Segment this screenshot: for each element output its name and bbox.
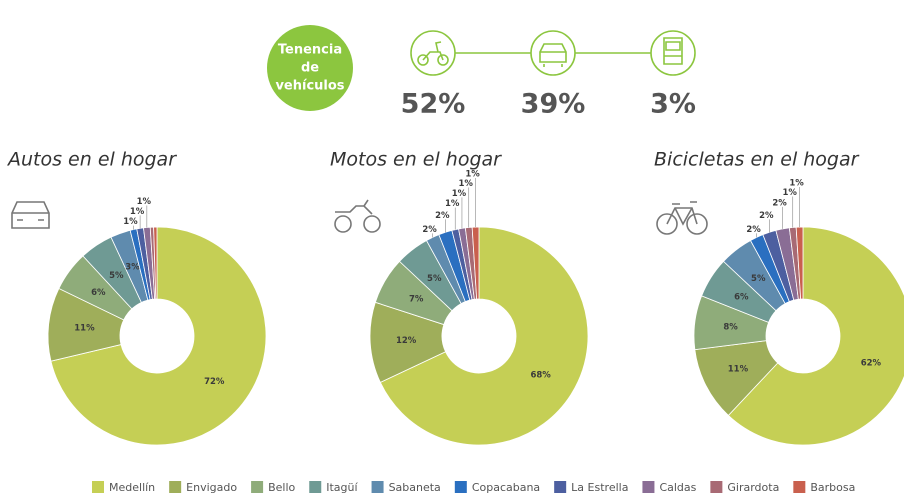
data-label: 72% bbox=[204, 377, 225, 387]
header-title: de bbox=[301, 61, 319, 76]
data-label: 62% bbox=[861, 358, 882, 368]
slice bbox=[795, 226, 804, 300]
data-label: 6% bbox=[734, 292, 749, 302]
data-label: 1% bbox=[459, 179, 474, 189]
legend-swatch bbox=[309, 481, 322, 493]
data-label: 1% bbox=[445, 199, 460, 209]
legend-swatch bbox=[169, 481, 182, 493]
legend-swatch bbox=[251, 481, 264, 493]
slice bbox=[153, 226, 158, 300]
data-label: 12% bbox=[396, 336, 417, 346]
bike-icon bbox=[656, 201, 708, 235]
header-title: vehículos bbox=[275, 79, 344, 94]
data-label: 5% bbox=[109, 271, 124, 281]
data-label: 1% bbox=[452, 189, 467, 199]
legend-swatch bbox=[642, 481, 655, 493]
stat: 3% bbox=[650, 89, 696, 120]
data-label: 5% bbox=[751, 274, 766, 284]
chart-title: Bicicletas en el hogar bbox=[654, 149, 860, 171]
legend-swatch bbox=[454, 481, 467, 493]
legend-label: Medellín bbox=[109, 481, 155, 494]
legend-swatch bbox=[371, 481, 384, 493]
slice bbox=[727, 226, 904, 446]
legend-swatch bbox=[92, 481, 104, 493]
legend-label: Envigado bbox=[186, 481, 237, 494]
data-label: 7% bbox=[409, 294, 424, 304]
data-label: 2% bbox=[435, 211, 450, 221]
slice bbox=[50, 226, 267, 446]
data-label: 1% bbox=[789, 179, 804, 189]
data-label: 2% bbox=[759, 211, 774, 221]
legend-swatch bbox=[710, 481, 723, 493]
chart-title: Motos en el hogar bbox=[330, 149, 502, 171]
car-icon bbox=[530, 30, 576, 76]
legend-label: Bello bbox=[268, 481, 295, 494]
stat: 52% bbox=[401, 89, 466, 120]
data-label: 3% bbox=[125, 263, 140, 273]
legend-swatch bbox=[554, 481, 567, 493]
data-label: 6% bbox=[91, 288, 106, 298]
data-label: 1% bbox=[465, 170, 480, 180]
legend-label: Barbosa bbox=[810, 481, 855, 494]
legend-swatch bbox=[793, 481, 806, 493]
truck-icon bbox=[650, 30, 696, 76]
legend-label: Sabaneta bbox=[389, 481, 441, 494]
data-label: 5% bbox=[427, 274, 442, 284]
legend-label: Caldas bbox=[659, 481, 696, 494]
data-label: 8% bbox=[723, 322, 738, 332]
moto-icon bbox=[334, 199, 381, 233]
legend-label: Itagüí bbox=[326, 481, 358, 494]
legend-label: Girardota bbox=[727, 481, 779, 494]
data-label: 1% bbox=[123, 217, 138, 227]
data-label: 68% bbox=[530, 371, 551, 381]
stat: 39% bbox=[521, 89, 586, 120]
data-label: 1% bbox=[137, 197, 152, 207]
slice bbox=[471, 226, 480, 300]
header: Tenencia de vehículos 52% 39% 3% bbox=[267, 25, 696, 120]
data-label: 1% bbox=[130, 207, 145, 217]
data-label: 2% bbox=[746, 225, 761, 235]
legend-label: La Estrella bbox=[571, 481, 628, 494]
title-badge bbox=[267, 25, 353, 111]
chart-title: Autos en el hogar bbox=[6, 149, 177, 171]
slice bbox=[379, 226, 589, 446]
data-label: 2% bbox=[422, 225, 437, 235]
data-label: 11% bbox=[728, 365, 749, 375]
legend-label: Copacabana bbox=[472, 481, 540, 494]
car-icon bbox=[11, 201, 50, 229]
data-label: 2% bbox=[772, 198, 787, 208]
data-label: 11% bbox=[74, 324, 95, 334]
header-title: Tenencia bbox=[278, 43, 342, 58]
data-label: 1% bbox=[783, 188, 798, 198]
moto-icon bbox=[410, 30, 456, 76]
